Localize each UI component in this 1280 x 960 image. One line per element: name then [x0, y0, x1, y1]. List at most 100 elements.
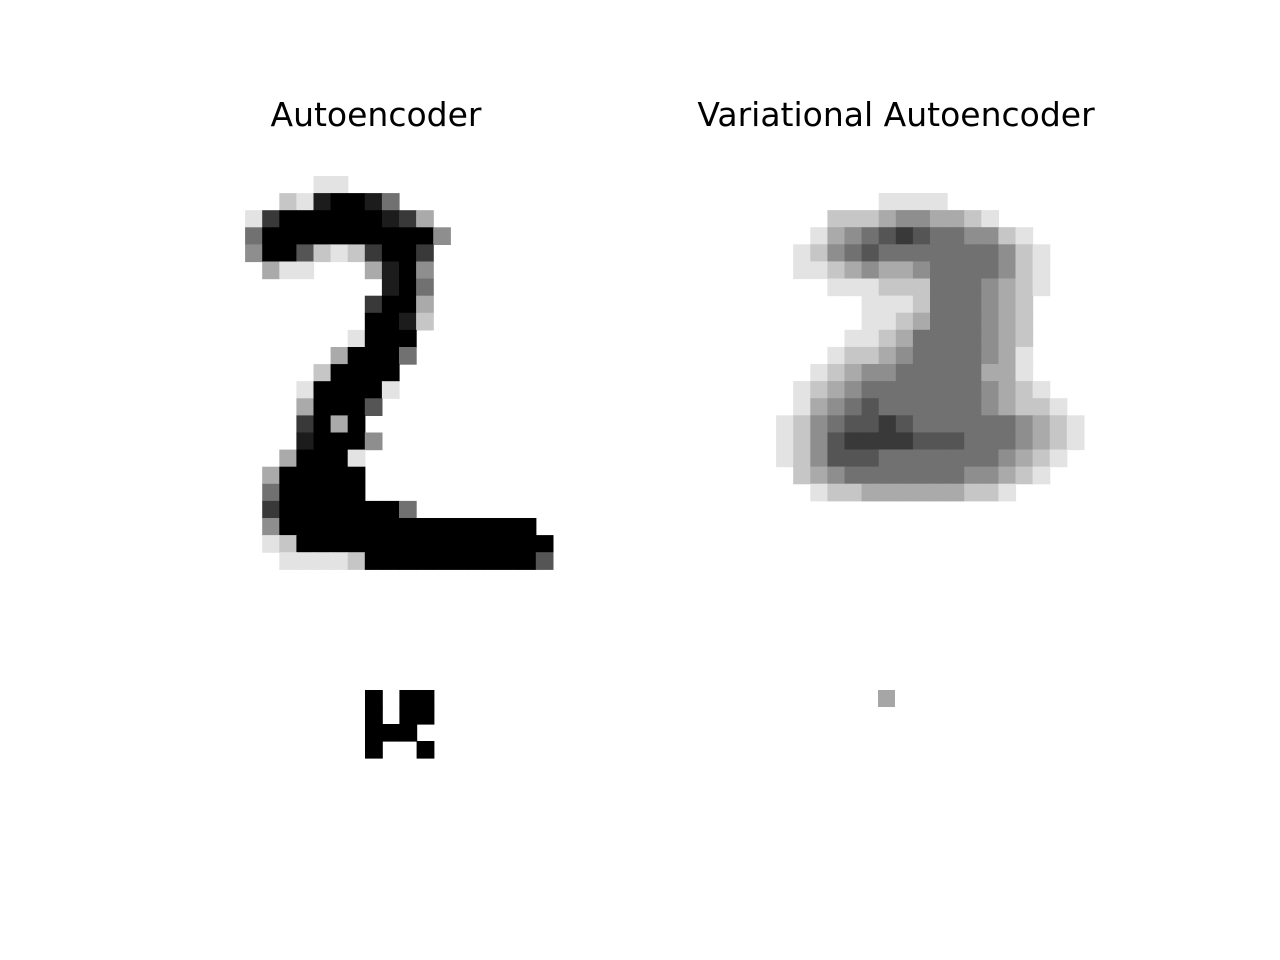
ae-reconstruction-image [245, 176, 554, 570]
ae-pixel-22-16 [501, 552, 520, 570]
vae-pixel-16-14 [998, 466, 1017, 485]
vae-pixel-6-14 [998, 295, 1017, 314]
vae-pixel-17-9 [912, 483, 931, 502]
ae-pixel-3-6 [330, 227, 349, 245]
ae-pixel-15-8 [364, 432, 383, 451]
ae-pixel-10-8 [364, 347, 383, 365]
vae-pixel-6-7 [878, 295, 897, 314]
vae-pixel-7-12 [964, 312, 982, 331]
vae-pixel-14-4 [827, 432, 846, 451]
vae-pixel-5-5 [844, 278, 863, 297]
ae-pixel-6-9 [381, 278, 400, 297]
vae-pixel-2-10 [930, 227, 948, 245]
vae-pixel-12-6 [861, 398, 880, 416]
ae-pixel-20-4 [296, 518, 315, 536]
vae-pixel-11-7 [878, 381, 897, 399]
vae-pixel-7-9 [912, 312, 931, 331]
vae-pixel-16-8 [895, 466, 914, 485]
ae-pixel-11-7 [347, 364, 366, 382]
vae-pixel-16-2 [793, 466, 811, 485]
vae-pixel-12-15 [1015, 398, 1034, 416]
ae-pixel-13-7 [347, 398, 366, 416]
vae-pixel-11-15 [1015, 381, 1034, 399]
vae-pixel-12-17 [1049, 398, 1068, 416]
vae-pixel-13-14 [998, 415, 1017, 433]
vae-pixel-3-3 [810, 244, 828, 262]
vae-pixel-10-14 [998, 364, 1017, 382]
ae-pixel-5-10 [399, 261, 417, 280]
ae-pixel-7-8 [364, 295, 383, 314]
vae-pixel-16-11 [947, 466, 965, 485]
vae-pixel-3-6 [861, 244, 880, 262]
vae-pixel-15-4 [827, 449, 846, 468]
vae-pixel-16-16 [1032, 466, 1051, 485]
ae-pixel-9-9 [381, 329, 400, 348]
ae-pixel-21-12 [433, 535, 451, 553]
vae-pixel-13-2 [793, 415, 811, 433]
vae-pixel-15-7 [878, 449, 897, 468]
ae-pixel-4-7 [347, 244, 366, 263]
vae-pixel-5-8 [895, 278, 914, 297]
vae-pixel-3-8 [895, 244, 914, 262]
vae-pixel-9-6 [861, 346, 880, 365]
ae-pixel-9-8 [364, 329, 383, 348]
ae-pixel-21-3 [279, 535, 297, 553]
ae-pixel-22-13 [450, 552, 468, 570]
ae-pixel-14-5 [313, 415, 332, 434]
vae-pixel-12-7 [878, 398, 897, 416]
vae-pixel-12-3 [810, 398, 828, 416]
vae-pixel-14-5 [844, 432, 863, 451]
vae-pixel-13-9 [912, 415, 931, 433]
ae-code-cell-1-3 [416, 707, 435, 725]
vae-pixel-12-13 [981, 398, 999, 416]
vae-pixel-11-12 [964, 381, 982, 399]
ae-pixel-4-3 [279, 244, 297, 263]
vae-pixel-13-13 [981, 415, 999, 433]
vae-pixel-3-15 [1015, 244, 1034, 262]
vae-pixel-12-5 [844, 398, 863, 416]
vae-pixel-4-9 [912, 261, 931, 280]
vae-pixel-13-5 [844, 415, 863, 433]
ae-pixel-1-3 [279, 193, 297, 211]
ae-pixel-2-7 [347, 210, 366, 228]
ae-pixel-8-10 [399, 312, 417, 331]
panel-title-autoencoder: Autoencoder [271, 95, 482, 134]
ae-pixel-2-5 [313, 210, 332, 228]
vae-pixel-11-4 [827, 381, 846, 399]
ae-pixel-20-12 [433, 518, 451, 536]
vae-pixel-14-9 [912, 432, 931, 451]
ae-pixel-2-6 [330, 210, 349, 228]
ae-pixel-20-6 [330, 518, 349, 536]
ae-pixel-22-8 [364, 552, 383, 570]
vae-pixel-15-15 [1015, 449, 1034, 468]
vae-pixel-11-9 [912, 381, 931, 399]
vae-pixel-17-3 [810, 483, 828, 502]
ae-pixel-19-2 [262, 500, 280, 519]
vae-pixel-3-14 [998, 244, 1017, 262]
ae-pixel-14-7 [347, 415, 366, 434]
ae-pixel-3-3 [279, 227, 297, 245]
vae-pixel-4-2 [793, 261, 811, 280]
ae-pixel-15-7 [347, 432, 366, 451]
vae-pixel-10-7 [878, 364, 897, 382]
vae-latent-code [878, 690, 895, 707]
vae-pixel-15-9 [912, 449, 931, 468]
vae-pixel-6-13 [981, 295, 999, 314]
ae-pixel-12-7 [347, 381, 366, 399]
vae-pixel-13-3 [810, 415, 828, 433]
vae-pixel-15-10 [930, 449, 948, 468]
vae-pixel-10-6 [861, 364, 880, 382]
vae-pixel-7-13 [981, 312, 999, 331]
ae-pixel-18-6 [330, 483, 349, 502]
vae-pixel-5-6 [861, 278, 880, 297]
vae-pixel-12-14 [998, 398, 1017, 416]
ae-pixel-11-9 [381, 364, 400, 382]
ae-pixel-4-11 [416, 244, 434, 263]
vae-pixel-7-6 [861, 312, 880, 331]
vae-pixel-13-18 [1066, 415, 1085, 433]
ae-pixel-3-8 [364, 227, 383, 245]
ae-pixel-7-10 [399, 295, 417, 314]
ae-pixel-22-6 [330, 552, 349, 570]
vae-pixel-8-10 [930, 329, 948, 348]
ae-pixel-5-2 [262, 261, 280, 280]
